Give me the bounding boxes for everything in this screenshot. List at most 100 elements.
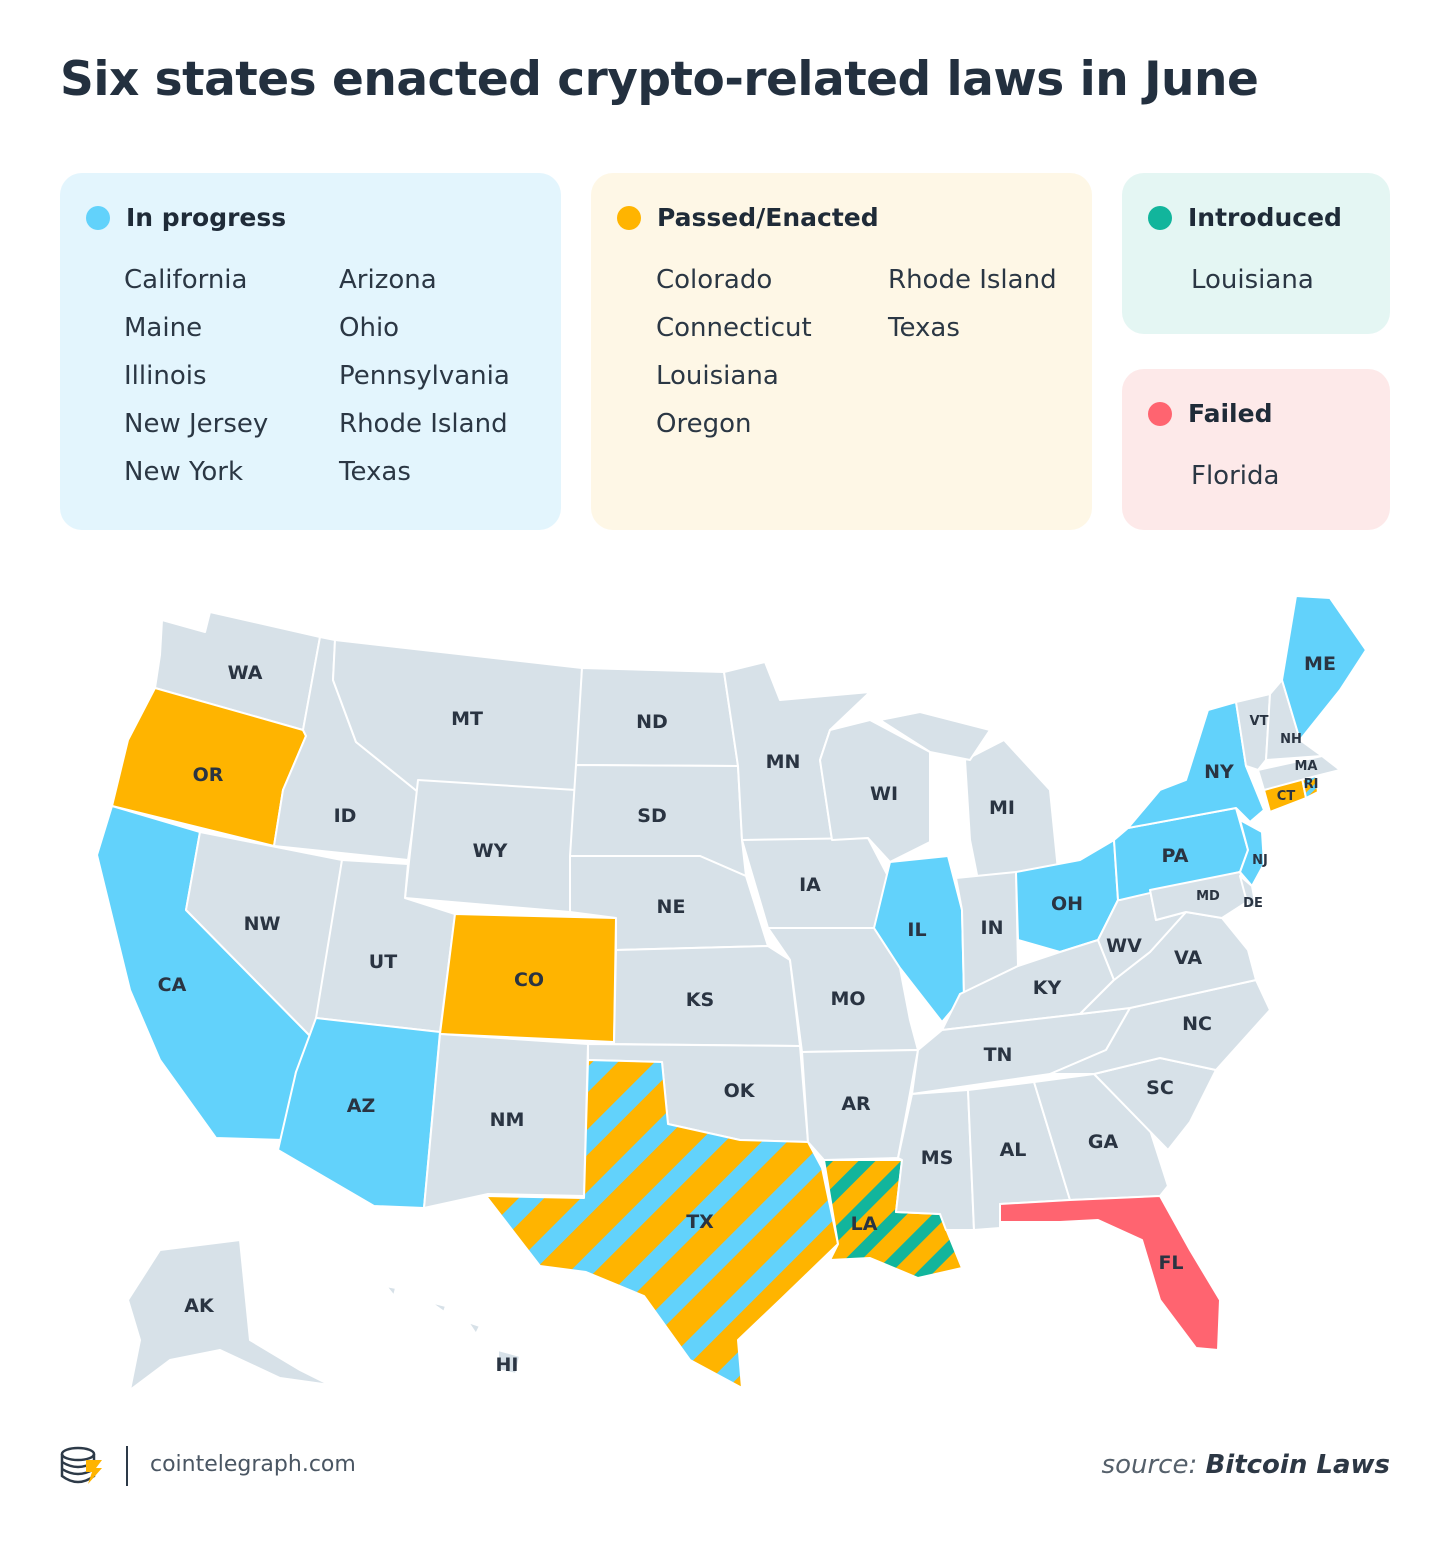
state-label: MA [1295, 759, 1318, 774]
state-label: WI [870, 783, 898, 805]
state-label: NE [657, 896, 686, 918]
legend-title: In progress [126, 203, 287, 232]
state-name: Pennsylvania [339, 361, 510, 391]
state-label: AL [1000, 1139, 1027, 1161]
state-label: MI [989, 797, 1015, 819]
state-label: NY [1204, 761, 1234, 783]
legend-title: Failed [1188, 399, 1273, 428]
state-label: TN [984, 1044, 1013, 1066]
legend-header: Failed [1148, 399, 1272, 428]
state-label: AR [841, 1093, 871, 1115]
state-label: NC [1182, 1013, 1212, 1035]
state-name: Rhode Island [339, 409, 508, 439]
state-label: WY [473, 840, 508, 862]
state-label: CA [158, 974, 187, 996]
legend-card-introduced: Introduced Louisiana [1122, 173, 1390, 334]
state-label: NM [490, 1109, 525, 1131]
state-label: HI [496, 1354, 519, 1376]
state-MA[interactable] [1257, 755, 1341, 791]
state-DE[interactable] [1239, 875, 1257, 909]
state-TX[interactable] [485, 1059, 839, 1389]
status-dot-icon [1148, 205, 1172, 230]
state-MI-upper[interactable] [879, 711, 991, 761]
state-list-column: Louisiana [1191, 263, 1314, 311]
state-list-column: Colorado Connecticut Louisiana Oregon [656, 263, 812, 455]
state-label: ND [636, 711, 668, 733]
state-label: CT [1277, 789, 1296, 804]
status-dot-icon [86, 205, 110, 230]
state-label: CO [514, 969, 544, 991]
state-name: Maine [124, 313, 203, 343]
state-name: New York [124, 457, 244, 487]
legend-title: Introduced [1188, 203, 1342, 232]
us-map-svg: WA OR CA ID NW MT WY UT AZ CO NM ND SD N… [96, 595, 1367, 1391]
cointelegraph-logo-icon [60, 1446, 104, 1490]
state-name: Florida [1191, 461, 1280, 491]
state-label: NW [244, 913, 281, 935]
state-MD[interactable] [1149, 871, 1251, 921]
state-label: SC [1146, 1077, 1174, 1099]
state-label: RI [1304, 777, 1319, 792]
state-name: Illinois [124, 361, 207, 391]
state-label: OH [1051, 893, 1083, 915]
source-prefix: source: [1101, 1450, 1198, 1480]
state-label: IN [981, 917, 1004, 939]
state-label: GA [1088, 1131, 1119, 1153]
state-name: Texas [888, 313, 960, 343]
state-label: IA [799, 874, 821, 896]
state-label: TX [686, 1211, 714, 1233]
state-label: VA [1174, 947, 1202, 969]
state-label: MN [766, 751, 801, 773]
legend-header: Passed/Enacted [617, 203, 879, 232]
state-label: NH [1280, 732, 1302, 747]
state-label: KY [1033, 977, 1062, 999]
state-name: Louisiana [1191, 265, 1314, 295]
state-label: FL [1158, 1252, 1183, 1274]
state-label: MD [1196, 889, 1220, 904]
state-label: MT [451, 708, 483, 730]
state-FL[interactable] [999, 1195, 1221, 1351]
state-VT[interactable] [1235, 693, 1271, 771]
state-list-column: Arizona Ohio Pennsylvania Rhode Island T… [339, 263, 510, 503]
state-label: AZ [347, 1095, 375, 1117]
state-label: IL [907, 919, 926, 941]
state-ME[interactable] [1281, 595, 1367, 741]
state-label: OK [724, 1080, 756, 1102]
state-label: VT [1250, 714, 1269, 729]
state-name: Texas [339, 457, 411, 487]
legend-header: In progress [86, 203, 286, 232]
state-label: ID [334, 805, 357, 827]
status-dot-icon [1148, 401, 1172, 426]
state-label: UT [369, 951, 397, 973]
source-credit: source: Bitcoin Laws [1102, 1450, 1390, 1480]
legend-card-passed: Passed/Enacted Colorado Connecticut Loui… [591, 173, 1092, 530]
state-label: KS [686, 989, 714, 1011]
state-label: LA [851, 1213, 878, 1235]
footer-divider [126, 1446, 128, 1486]
state-list-column: Rhode Island Texas [888, 263, 1057, 359]
state-name: New Jersey [124, 409, 269, 439]
state-label: NJ [1252, 853, 1268, 868]
state-label: OR [193, 764, 224, 786]
legend-card-in-progress: In progress California Maine Illinois Ne… [60, 173, 561, 530]
page-title: Six states enacted crypto-related laws i… [60, 52, 1259, 107]
state-list-column: Florida [1191, 459, 1279, 507]
source-name: Bitcoin Laws [1205, 1450, 1390, 1480]
state-label: DE [1243, 896, 1263, 911]
state-name: Louisiana [656, 361, 779, 391]
site-url[interactable]: cointelegraph.com [150, 1452, 356, 1477]
legend-header: Introduced [1148, 203, 1342, 232]
state-HI[interactable] [385, 1285, 521, 1375]
state-name: Colorado [656, 265, 773, 295]
status-dot-icon [617, 205, 641, 230]
state-AK[interactable] [127, 1239, 331, 1391]
state-name: Connecticut [656, 313, 812, 343]
state-name: Oregon [656, 409, 752, 439]
state-NM[interactable] [423, 1033, 589, 1209]
state-label: WV [1106, 935, 1142, 957]
us-map: WA OR CA ID NW MT WY UT AZ CO NM ND SD N… [80, 585, 1390, 1415]
state-label: PA [1162, 845, 1189, 867]
state-label: SD [637, 805, 666, 827]
state-name: Arizona [339, 265, 437, 295]
legend-card-failed: Failed Florida [1122, 369, 1390, 530]
